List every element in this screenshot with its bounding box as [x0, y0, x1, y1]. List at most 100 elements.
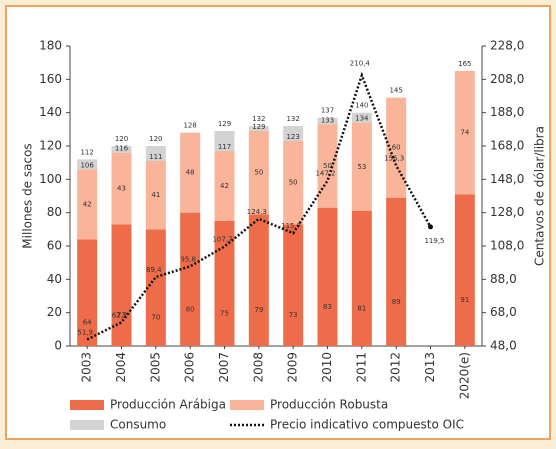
y-tick-label: 0 — [54, 339, 62, 353]
value-label: 120 — [149, 135, 162, 143]
x-tick-label: 2010 — [320, 352, 334, 383]
bar-consumo — [317, 117, 338, 125]
legend-swatch — [70, 400, 104, 410]
bar-robusta — [77, 169, 98, 240]
value-label: 145 — [389, 87, 402, 95]
value-label: 111 — [149, 153, 162, 161]
x-tick-label: 2004 — [114, 352, 128, 383]
y-tick-label: 40 — [47, 272, 62, 286]
value-label: 73 — [117, 311, 126, 319]
y2-tick-label: 208,0 — [490, 72, 524, 86]
value-label: 140 — [355, 102, 368, 110]
x-tick-label: 2020(e) — [457, 352, 471, 399]
value-label: 134 — [355, 115, 369, 123]
value-label: 53 — [357, 163, 366, 171]
price-end — [428, 224, 433, 230]
bar-arabiga — [386, 197, 407, 346]
y2-tick-label: 148,0 — [490, 172, 524, 186]
y-tick-label: 20 — [47, 305, 62, 319]
bar-robusta — [283, 141, 304, 225]
price-label: 210,4 — [350, 59, 371, 67]
bar-arabiga — [214, 221, 235, 346]
value-label: 42 — [220, 182, 229, 190]
x-tick-label: 2009 — [286, 352, 300, 383]
bar-robusta — [351, 122, 372, 211]
price-label: 115,7 — [281, 222, 301, 230]
x-tick-label: 2012 — [389, 352, 403, 383]
x-tick-label: 2007 — [217, 352, 231, 383]
y-tick-label: 180 — [39, 39, 62, 53]
bar-robusta — [180, 132, 201, 213]
y2-tick-label: 108,0 — [490, 239, 524, 253]
value-label: 50 — [289, 179, 298, 187]
bar-arabiga — [77, 239, 98, 346]
y-tick-label: 140 — [39, 105, 62, 119]
value-label: 75 — [220, 310, 229, 318]
price-label: 89,4 — [146, 266, 162, 274]
y2-axis-label: Centavos de dólar/libra — [533, 126, 547, 266]
value-label: 79 — [254, 306, 263, 314]
bar-consumo — [77, 159, 98, 170]
bar-arabiga — [248, 214, 269, 346]
price-label: 107,7 — [212, 236, 232, 244]
legend-swatch — [230, 400, 264, 410]
y-tick-label: 80 — [47, 205, 62, 219]
bar-consumo — [351, 112, 372, 123]
price-line — [86, 71, 432, 341]
y-tick-label: 160 — [39, 72, 62, 86]
y2-tick-label: 68,0 — [490, 305, 517, 319]
price-label: 156,3 — [384, 155, 404, 163]
bar-arabiga — [454, 194, 475, 346]
legend-swatch — [70, 420, 104, 430]
value-label: 73 — [289, 311, 298, 319]
y2-tick-label: 228,0 — [490, 39, 524, 53]
value-label: 43 — [117, 185, 126, 193]
y-tick-label: 100 — [39, 172, 62, 186]
bar-robusta — [386, 97, 407, 198]
bar-robusta — [214, 151, 235, 221]
y2-tick-label: 48,0 — [490, 339, 517, 353]
bar-consumo — [111, 146, 132, 153]
price-label: 124,3 — [247, 208, 267, 216]
bar-consumo — [214, 131, 235, 151]
x-tick-label: 2003 — [80, 352, 94, 383]
value-label: 89 — [392, 298, 401, 306]
value-label: 133 — [321, 116, 334, 124]
bar-consumo — [248, 126, 269, 131]
value-label: 70 — [151, 314, 160, 322]
value-label: 60 — [392, 144, 401, 152]
value-label: 91 — [460, 296, 469, 304]
value-label: 129 — [252, 123, 265, 131]
bar-arabiga — [283, 224, 304, 346]
value-label: 137 — [321, 107, 334, 115]
value-label: 48 — [186, 169, 195, 177]
price-label: 95,8 — [180, 255, 196, 263]
legend-label: Consumo — [110, 418, 166, 432]
legend-label: Precio indicativo compuesto OIC — [270, 418, 464, 432]
bar-robusta — [111, 152, 132, 225]
value-label: 117 — [218, 143, 231, 151]
x-tick-label: 2013 — [423, 352, 437, 383]
bar-robusta — [454, 71, 475, 195]
bar-arabiga — [351, 211, 372, 346]
value-label: 116 — [115, 145, 129, 153]
y-tick-label: 60 — [47, 239, 62, 253]
price-label: 62,2 — [112, 311, 128, 319]
value-label: 41 — [151, 191, 160, 199]
value-label: 165 — [458, 60, 471, 68]
x-tick-label: 2011 — [354, 352, 368, 383]
y-axis-label: Millones de sacos — [21, 143, 35, 248]
x-tick-label: 2006 — [183, 352, 197, 383]
value-label: 80 — [186, 305, 195, 313]
value-label: 128 — [183, 122, 196, 130]
value-label: 64 — [83, 319, 92, 327]
value-label: 123 — [286, 133, 299, 141]
x-tick-label: 2005 — [148, 352, 162, 383]
bar-arabiga — [317, 207, 338, 346]
price-label: 51,9 — [77, 329, 93, 337]
value-label: 129 — [218, 120, 231, 128]
value-label: 132 — [252, 115, 265, 123]
value-label: 112 — [80, 148, 93, 156]
y2-tick-label: 88,0 — [490, 272, 517, 286]
bar-arabiga — [180, 212, 201, 346]
